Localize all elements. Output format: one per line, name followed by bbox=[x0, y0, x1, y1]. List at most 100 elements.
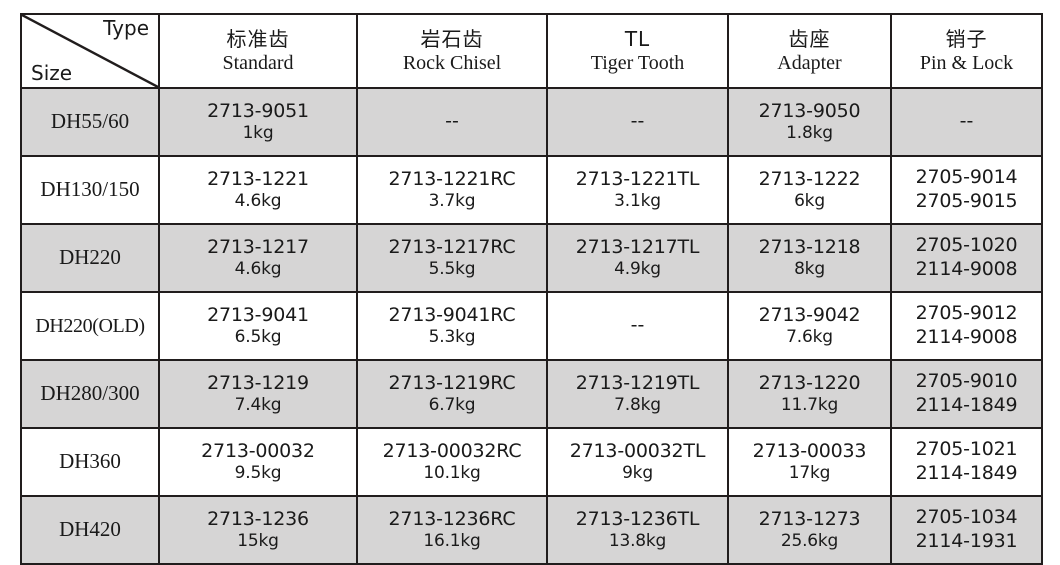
part-weight: 6kg bbox=[794, 191, 825, 212]
part-number: 2713-00033 bbox=[752, 439, 867, 462]
parts-compatibility-table: Type Size 标准齿 Standard 岩石齿 Rock Chisel T… bbox=[20, 13, 1043, 565]
header-corner-type-size: Type Size bbox=[20, 13, 160, 89]
part-number: 2713-9042 bbox=[758, 303, 861, 326]
part-cell-stack: -- bbox=[892, 110, 1041, 134]
part-number: 2713-9041RC bbox=[388, 303, 516, 326]
part-weight: 10.1kg bbox=[423, 463, 481, 484]
part-cell: 2713-00032 9.5kg bbox=[158, 427, 358, 497]
part-cell-stack: 2713-1220 11.7kg bbox=[729, 372, 890, 417]
part-cell: 2705-9012 2114-9008 bbox=[890, 291, 1043, 361]
part-weight: 4.6kg bbox=[234, 259, 282, 280]
part-empty-mark: -- bbox=[630, 110, 645, 133]
row-size-cell: DH360 bbox=[20, 427, 160, 497]
part-weight: 1.8kg bbox=[786, 123, 833, 144]
part-number: 2713-1222 bbox=[758, 167, 861, 190]
part-cell: 2705-9010 2114-1849 bbox=[890, 359, 1043, 429]
part-cell-stack: 2713-1236RC 16.1kg bbox=[358, 508, 546, 553]
part-cell: 2713-1219RC 6.7kg bbox=[356, 359, 548, 429]
header-col-pin-lock-cn: 销子 bbox=[945, 26, 988, 51]
part-cell-stack: 2713-1221RC 3.7kg bbox=[358, 168, 546, 213]
header-col-adapter: 齿座 Adapter bbox=[727, 13, 892, 89]
part-weight: 6.7kg bbox=[428, 395, 476, 416]
header-size-label: Size bbox=[31, 61, 73, 85]
part-weight: 3.7kg bbox=[428, 191, 476, 212]
part-cell-stack: 2705-1034 2114-1931 bbox=[892, 506, 1041, 553]
part-cell-stack: 2713-1221TL 3.1kg bbox=[548, 168, 727, 213]
part-cell: -- bbox=[890, 87, 1043, 157]
header-col-rock-chisel-cn: 岩石齿 bbox=[420, 26, 484, 51]
part-cell-stack: 2713-9041 6.5kg bbox=[160, 304, 356, 349]
part-number: 2713-00032 bbox=[201, 439, 315, 462]
part-number: 2713-1219TL bbox=[575, 371, 700, 394]
row-size-cell: DH130/150 bbox=[20, 155, 160, 225]
part-weight: 5.5kg bbox=[428, 259, 476, 280]
row-size-cell: DH55/60 bbox=[20, 87, 160, 157]
part-cell: 2713-1219TL 7.8kg bbox=[546, 359, 729, 429]
row-size-label: DH420 bbox=[59, 517, 121, 542]
part-cell-stack: 2713-00032TL 9kg bbox=[548, 440, 727, 485]
part-cell-stack: 2713-9051 1kg bbox=[160, 100, 356, 145]
part-cell-stack: 2713-1217TL 4.9kg bbox=[548, 236, 727, 281]
part-number: 2705-1020 bbox=[915, 234, 1018, 257]
part-cell-stack: 2713-9050 1.8kg bbox=[729, 100, 890, 145]
header-col-standard-cn: 标准齿 bbox=[226, 26, 290, 51]
part-number-secondary: 2114-9008 bbox=[915, 258, 1018, 280]
part-number: 2713-00032RC bbox=[382, 439, 522, 462]
part-number: 2713-1236TL bbox=[575, 507, 700, 530]
part-empty-mark: -- bbox=[959, 110, 974, 133]
part-cell-stack: 2713-00033 17kg bbox=[729, 440, 890, 485]
part-cell: 2713-1220 11.7kg bbox=[727, 359, 892, 429]
part-weight: 3.1kg bbox=[614, 191, 661, 212]
row-size-cell: DH420 bbox=[20, 495, 160, 565]
part-cell-stack: 2713-1217 4.6kg bbox=[160, 236, 356, 281]
part-weight: 7.4kg bbox=[234, 395, 282, 416]
part-weight: 8kg bbox=[794, 259, 825, 280]
header-type-label: Type bbox=[103, 16, 149, 40]
part-cell: 2713-9051 1kg bbox=[158, 87, 358, 157]
part-cell-stack: 2713-1236 15kg bbox=[160, 508, 356, 553]
row-size-label: DH220(OLD) bbox=[35, 315, 145, 337]
part-cell: 2713-1217RC 5.5kg bbox=[356, 223, 548, 293]
part-cell: 2713-1217 4.6kg bbox=[158, 223, 358, 293]
part-cell: 2713-00032RC 10.1kg bbox=[356, 427, 548, 497]
part-cell: 2713-00033 17kg bbox=[727, 427, 892, 497]
part-cell-stack: 2713-1218 8kg bbox=[729, 236, 890, 281]
part-number: 2713-9051 bbox=[207, 99, 309, 122]
part-cell-stack: -- bbox=[548, 110, 727, 134]
part-cell: 2713-1221RC 3.7kg bbox=[356, 155, 548, 225]
row-size-label: DH130/150 bbox=[40, 177, 140, 202]
part-number: 2705-9010 bbox=[915, 370, 1018, 393]
part-number: 2713-1217RC bbox=[388, 235, 516, 258]
part-number-secondary: 2114-1931 bbox=[915, 530, 1018, 552]
part-cell-stack: 2705-1021 2114-1849 bbox=[892, 438, 1041, 485]
part-cell-stack: 2713-9042 7.6kg bbox=[729, 304, 890, 349]
table-row: DH220(OLD) 2713-9041 6.5kg 2713-9041RC 5.3kg… bbox=[20, 291, 1043, 361]
part-number: 2713-1236 bbox=[207, 507, 309, 530]
part-number-secondary: 2705-9015 bbox=[915, 190, 1018, 212]
header-col-pin-lock-en: Pin & Lock bbox=[919, 52, 1014, 74]
part-cell-stack: 2705-1020 2114-9008 bbox=[892, 234, 1041, 281]
part-cell: 2713-9042 7.6kg bbox=[727, 291, 892, 361]
part-number: 2713-1219 bbox=[207, 371, 309, 394]
part-number: 2705-9012 bbox=[915, 302, 1018, 325]
part-cell: 2713-00032TL 9kg bbox=[546, 427, 729, 497]
part-cell: 2713-1217TL 4.9kg bbox=[546, 223, 729, 293]
part-cell: 2705-1021 2114-1849 bbox=[890, 427, 1043, 497]
part-cell: 2713-1221 4.6kg bbox=[158, 155, 358, 225]
part-cell: -- bbox=[546, 291, 729, 361]
part-weight: 9kg bbox=[622, 463, 653, 484]
part-number: 2713-1219RC bbox=[388, 371, 516, 394]
table-body: DH55/60 2713-9051 1kg -- -- 2713-9050 1.8kg -- D… bbox=[20, 87, 1043, 565]
table-row: DH55/60 2713-9051 1kg -- -- 2713-9050 1.8kg -- bbox=[20, 87, 1043, 157]
table-row: DH220 2713-1217 4.6kg 2713-1217RC 5.5kg 2713-… bbox=[20, 223, 1043, 293]
part-weight: 5.3kg bbox=[428, 327, 476, 348]
part-weight: 17kg bbox=[788, 463, 831, 484]
part-weight: 7.6kg bbox=[786, 327, 833, 348]
part-empty-mark: -- bbox=[445, 110, 459, 133]
part-cell-stack: 2705-9010 2114-1849 bbox=[892, 370, 1041, 417]
part-cell: 2713-1236 15kg bbox=[158, 495, 358, 565]
part-number: 2705-1034 bbox=[915, 506, 1018, 529]
part-cell-stack: -- bbox=[548, 314, 727, 338]
header-col-rock-chisel: 岩石齿 Rock Chisel bbox=[356, 13, 548, 89]
header-col-rock-chisel-en: Rock Chisel bbox=[402, 52, 502, 74]
